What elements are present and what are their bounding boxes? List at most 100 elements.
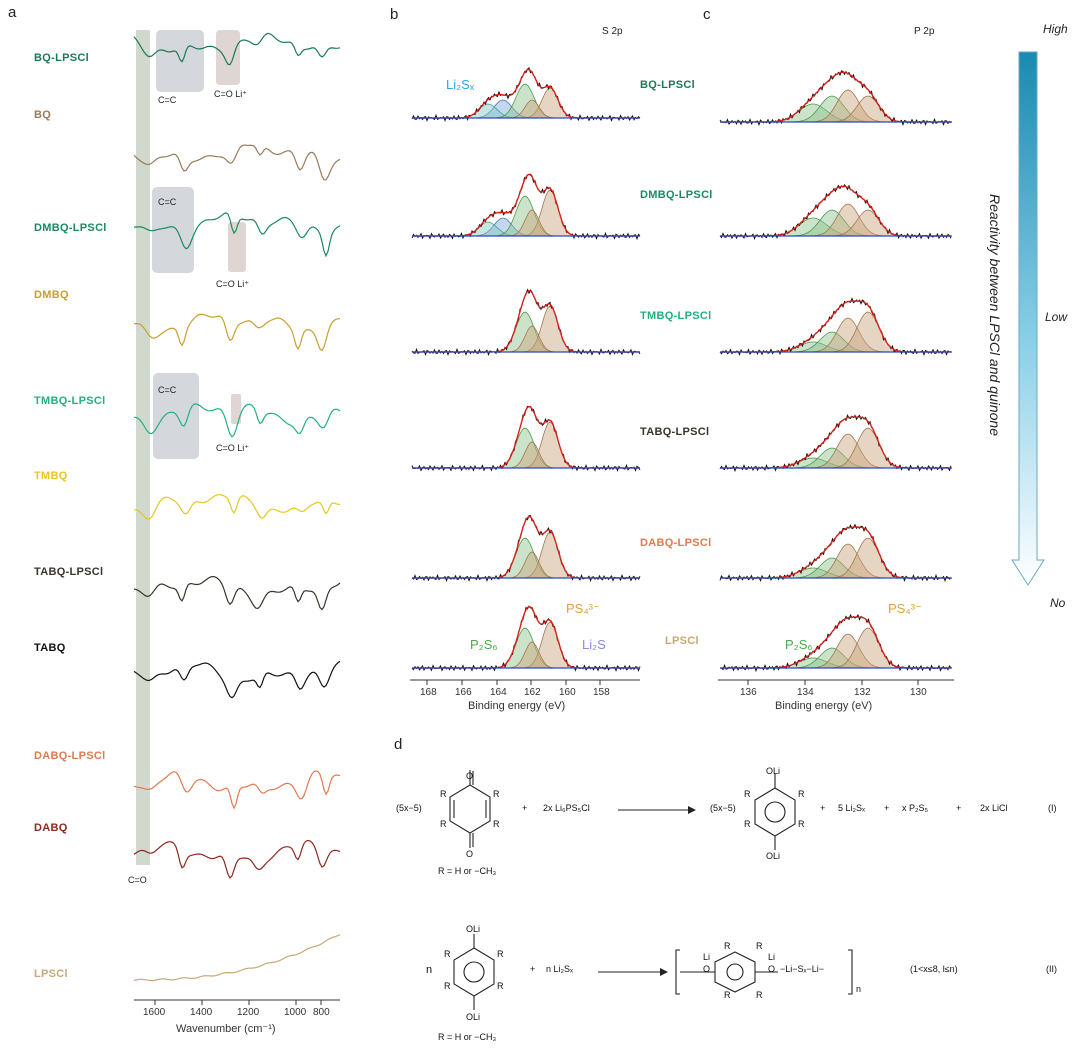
r2-number: (II) (1046, 964, 1057, 974)
ftir-curve-3 (133, 313, 340, 352)
sample-label-5: LPSCl (665, 635, 699, 647)
ftir-spectra (133, 32, 341, 982)
annot-cc-2: C=C (158, 197, 177, 207)
r1-OLi-bottom: OLi (766, 851, 781, 861)
p2p-peak-4-2 (720, 543, 952, 579)
panel-label-c: c (703, 6, 711, 23)
s2p-tick-166: 166 (455, 687, 472, 698)
s2p-spectra (411, 66, 641, 672)
r1-R-6: R (798, 789, 805, 799)
r1-O-top: O (466, 771, 474, 781)
r2-R-1: R (444, 949, 451, 959)
r2-OLi-top: OLi (466, 924, 481, 934)
ftir-curve-1 (133, 144, 341, 181)
p2p-peak-0-2 (720, 89, 952, 123)
ftir-curve-6 (133, 576, 341, 611)
s2p-tick-168: 168 (420, 687, 437, 698)
ftir-tick-1000: 1000 (284, 1007, 307, 1018)
s2p-title: S 2p (602, 26, 623, 37)
highlight-cc-3 (153, 373, 199, 459)
r1-R-1: R (440, 789, 447, 799)
ftir-x-ticks (154, 1000, 322, 1005)
s2p-x-ticks (426, 680, 601, 685)
p2p-x-axis-title: Binding energy (eV) (775, 700, 873, 712)
p2p-spectra (719, 70, 952, 673)
r2-poly-R-3: R (724, 990, 731, 1000)
p2p-peak-1-2 (720, 203, 952, 237)
r1-prod-coef: (5x−5) (710, 803, 736, 813)
r1-R-definition: R = H or −CH₃ (438, 866, 497, 876)
ftir-panel (133, 30, 341, 1005)
xps-p2p-panel (718, 70, 954, 685)
sample-label-4: DABQ-LPSCl (640, 537, 712, 549)
r2-n: n (426, 964, 433, 976)
r1-O-bottom: O (466, 849, 474, 859)
s2p-tick-164: 164 (490, 687, 507, 698)
s2p-tick-162: 162 (524, 687, 541, 698)
ftir-tick-1200: 1200 (237, 1007, 260, 1018)
annot-cc-1: C=C (158, 95, 177, 105)
p2p-title: P 2p (914, 26, 935, 37)
highlight-co-1 (216, 30, 240, 85)
ftir-label-6: TABQ-LPSCl (34, 566, 104, 578)
ftir-label-5: TMBQ (34, 470, 68, 482)
r2-reagent: n Li₂Sₓ (546, 964, 573, 974)
sample-label-3: TABQ-LPSCl (640, 426, 710, 438)
p2p-raw-0 (719, 70, 952, 127)
annot-p-p2s6: P₂S₆ (785, 637, 813, 652)
p2p-peak-5-2 (720, 633, 952, 669)
r2-R-2: R (497, 949, 504, 959)
xps-s2p-panel (410, 66, 641, 685)
s2p-raw-0 (411, 66, 641, 122)
annot-cc-3: C=C (158, 385, 177, 395)
reactivity-title: Reactivity between LPSCl and quinone (987, 193, 1003, 437)
sample-label-1: DMBQ-LPSCl (640, 189, 713, 201)
r1-p2s5: x P₂S₅ (902, 803, 929, 813)
panel-label-d: d (394, 736, 403, 753)
ftir-curve-10 (133, 934, 341, 982)
p2p-tick-132: 132 (854, 687, 871, 698)
annot-co-1: C=O Li⁺ (214, 89, 248, 99)
r2-R-definition: R = H or −CH₃ (438, 1032, 497, 1042)
r2-O-left: O (703, 964, 711, 974)
r1-R-2: R (493, 789, 500, 799)
r2-sub-n: n (856, 984, 862, 994)
annot-li2s: Li₂S (582, 637, 606, 652)
reactivity-low: Low (1045, 310, 1068, 324)
r1-OLi-top: OLi (766, 766, 781, 776)
r2-OLi-bottom: OLi (466, 1012, 481, 1022)
r2-conditions: (1<x≤8, l≤n) (910, 964, 958, 974)
r1-R-7: R (744, 819, 751, 829)
ftir-curve-9 (133, 839, 341, 879)
ftir-label-7: TABQ (34, 642, 66, 654)
ftir-label-10: LPSCl (34, 968, 68, 980)
p2p-tick-134: 134 (797, 687, 814, 698)
annot-co-band: C=O (128, 875, 147, 885)
r1-R-8: R (798, 819, 805, 829)
r1-R-3: R (440, 819, 447, 829)
r1-plus-2: + (820, 803, 826, 813)
reactivity-no: No (1050, 596, 1066, 610)
s2p-tick-160: 160 (559, 687, 576, 698)
r2-poly-R-4: R (756, 990, 763, 1000)
panel-label-b: b (390, 6, 399, 23)
r2-R-3: R (444, 981, 451, 991)
ftir-tick-1400: 1400 (190, 1007, 213, 1018)
r1-licl: 2x LiCl (980, 803, 1008, 813)
ftir-curve-2 (133, 212, 341, 258)
ftir-curve-7 (133, 660, 341, 699)
annot-li2sx: Li₂Sₓ (446, 77, 475, 92)
p2p-tick-130: 130 (910, 687, 927, 698)
ftir-label-0: BQ-LPSCl (34, 52, 89, 64)
p2p-peak-3-2 (720, 433, 952, 469)
annot-s-p2s6: P₂S₆ (470, 637, 498, 652)
r2-Li-left: Li (703, 952, 711, 962)
reactivity-high: High (1043, 22, 1068, 36)
sample-label-0: BQ-LPSCl (640, 79, 695, 91)
reactant-phenolate-structure (453, 934, 495, 1010)
co-band-highlight (136, 30, 150, 865)
reactivity-arrow (1011, 51, 1045, 586)
ftir-label-8: DABQ-LPSCl (34, 750, 106, 762)
s2p-tick-158: 158 (593, 687, 610, 698)
r1-R-4: R (493, 819, 500, 829)
